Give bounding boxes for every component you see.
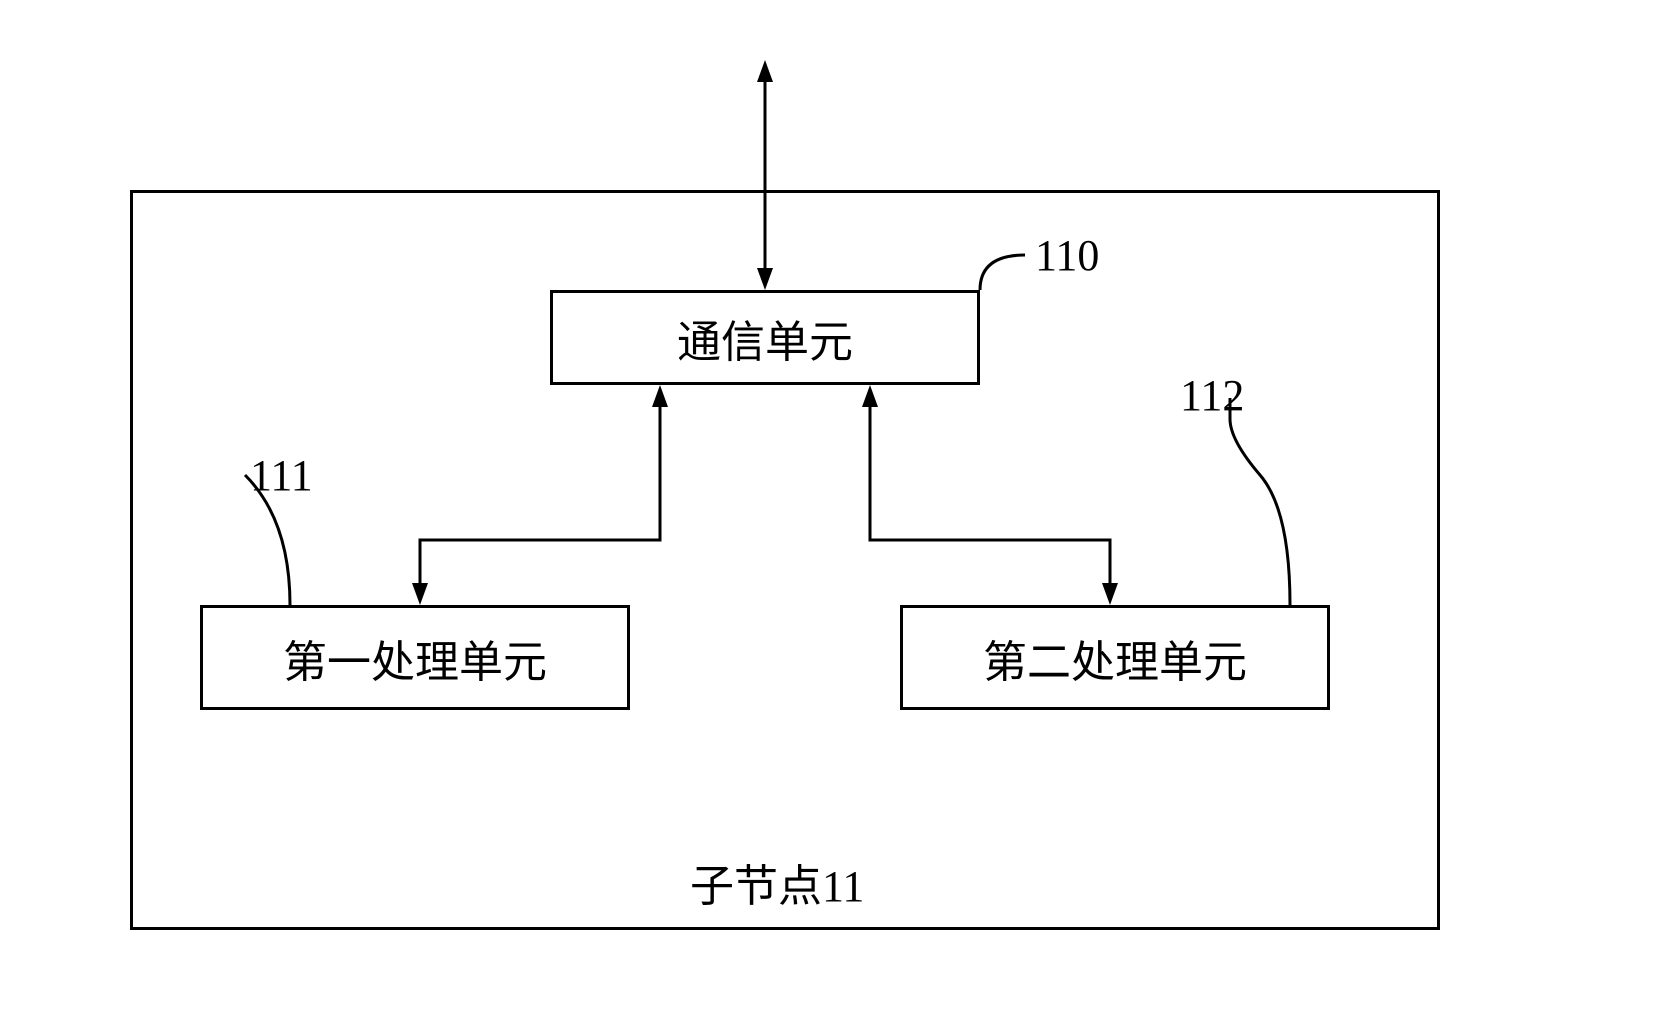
diagram-container: 子节点11 通信单元 第一处理单元 第二处理单元 110 111 112 xyxy=(0,0,1655,1024)
leaders-svg xyxy=(0,0,1655,1024)
